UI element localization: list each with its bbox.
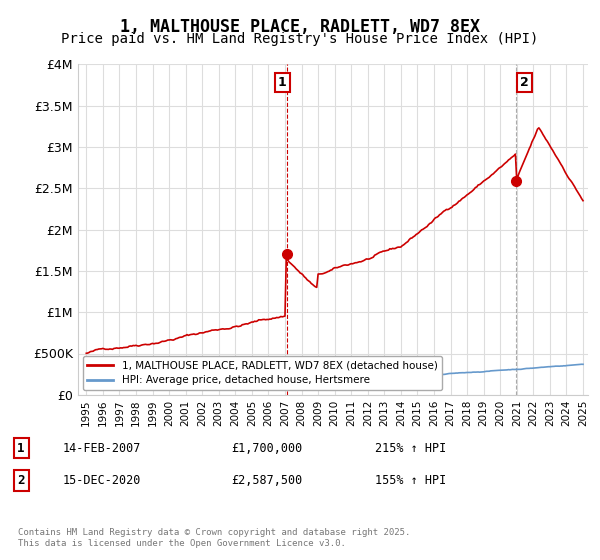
Text: 1, MALTHOUSE PLACE, RADLETT, WD7 8EX: 1, MALTHOUSE PLACE, RADLETT, WD7 8EX [120,18,480,36]
Text: £2,587,500: £2,587,500 [231,474,302,487]
Text: 2: 2 [520,76,529,89]
Text: 15-DEC-2020: 15-DEC-2020 [63,474,142,487]
Text: 2: 2 [17,474,25,487]
Text: 155% ↑ HPI: 155% ↑ HPI [375,474,446,487]
Text: £1,700,000: £1,700,000 [231,441,302,455]
Text: 1: 1 [17,441,25,455]
Text: Price paid vs. HM Land Registry's House Price Index (HPI): Price paid vs. HM Land Registry's House … [61,32,539,46]
Text: 215% ↑ HPI: 215% ↑ HPI [375,441,446,455]
Legend: 1, MALTHOUSE PLACE, RADLETT, WD7 8EX (detached house), HPI: Average price, detac: 1, MALTHOUSE PLACE, RADLETT, WD7 8EX (de… [83,356,442,390]
Text: 1: 1 [278,76,286,89]
Text: 14-FEB-2007: 14-FEB-2007 [63,441,142,455]
Text: Contains HM Land Registry data © Crown copyright and database right 2025.
This d: Contains HM Land Registry data © Crown c… [18,528,410,548]
